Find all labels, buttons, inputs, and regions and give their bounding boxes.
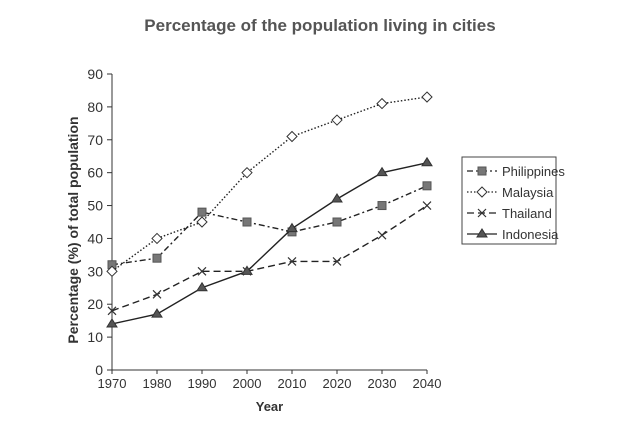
triangle-marker [331, 193, 343, 203]
diamond-marker [421, 91, 433, 103]
triangle-marker [106, 318, 118, 328]
triangle-marker [241, 265, 253, 275]
y-tick-label: 70 [87, 132, 103, 148]
y-tick-label: 60 [87, 165, 103, 181]
diamond-marker [106, 265, 118, 278]
x-marker [197, 266, 207, 276]
square-marker [242, 217, 252, 227]
x-marker [332, 257, 342, 266]
x-marker [422, 201, 432, 210]
series-line [111, 96, 428, 272]
y-tick-label: 80 [87, 99, 103, 115]
chart-title: Percentage of the population living in c… [144, 16, 496, 35]
legend-box [461, 156, 557, 245]
x-marker [377, 230, 387, 240]
y-tick-label: 90 [87, 66, 103, 82]
series-indonesia [106, 156, 433, 328]
triangle-marker [196, 281, 208, 292]
x-tick-label: 2000 [233, 376, 262, 391]
triangle-marker [286, 222, 298, 233]
x-marker [477, 208, 487, 218]
triangle-marker [476, 228, 488, 238]
legend: Philippines Malaysia Thailand Indonesia [461, 156, 565, 245]
y-tick-label: 40 [87, 230, 103, 246]
x-tick-label: 2020 [323, 376, 352, 391]
x-axis-label: Year [256, 399, 283, 414]
diamond-marker [331, 114, 343, 126]
diamond-marker [286, 130, 298, 143]
x-tick-label: 2010 [278, 376, 307, 391]
diamond-marker [476, 186, 488, 198]
series-line [111, 185, 428, 266]
y-tick-label: 10 [87, 329, 103, 345]
series-philippines [107, 181, 432, 270]
legend-label: Indonesia [502, 227, 559, 242]
y-tick-label: 0 [95, 362, 103, 378]
triangle-marker [376, 166, 388, 177]
series-line [111, 204, 428, 312]
x-marker [152, 289, 162, 299]
legend-label: Philippines [502, 164, 565, 179]
triangle-marker [151, 308, 163, 318]
series-line [111, 162, 428, 325]
x-marker [287, 257, 297, 266]
diamond-marker [196, 216, 208, 228]
square-marker [332, 217, 342, 227]
x-tick-label: 2040 [413, 376, 442, 391]
diamond-marker [151, 232, 163, 245]
diamond-marker [376, 97, 388, 110]
square-marker [422, 181, 432, 191]
series-malaysia [106, 91, 433, 278]
square-marker [377, 201, 387, 211]
y-tick-label: 20 [87, 296, 103, 312]
square-marker [152, 253, 162, 263]
x-tick-label: 1980 [143, 376, 172, 391]
y-tick-label: 50 [87, 198, 103, 214]
triangle-marker [421, 156, 433, 167]
y-axis-label: Percentage (%) of total population [65, 116, 81, 343]
square-marker [477, 166, 487, 176]
x-marker [107, 306, 117, 316]
square-marker [197, 207, 207, 217]
x-tick-label: 2030 [368, 376, 397, 391]
legend-label: Malaysia [502, 185, 554, 200]
diamond-marker [241, 166, 253, 179]
x-tick-label: 1970 [98, 376, 127, 391]
x-tick-label: 1990 [188, 376, 217, 391]
y-tick-label: 30 [87, 263, 103, 279]
legend-label: Thailand [502, 206, 552, 221]
